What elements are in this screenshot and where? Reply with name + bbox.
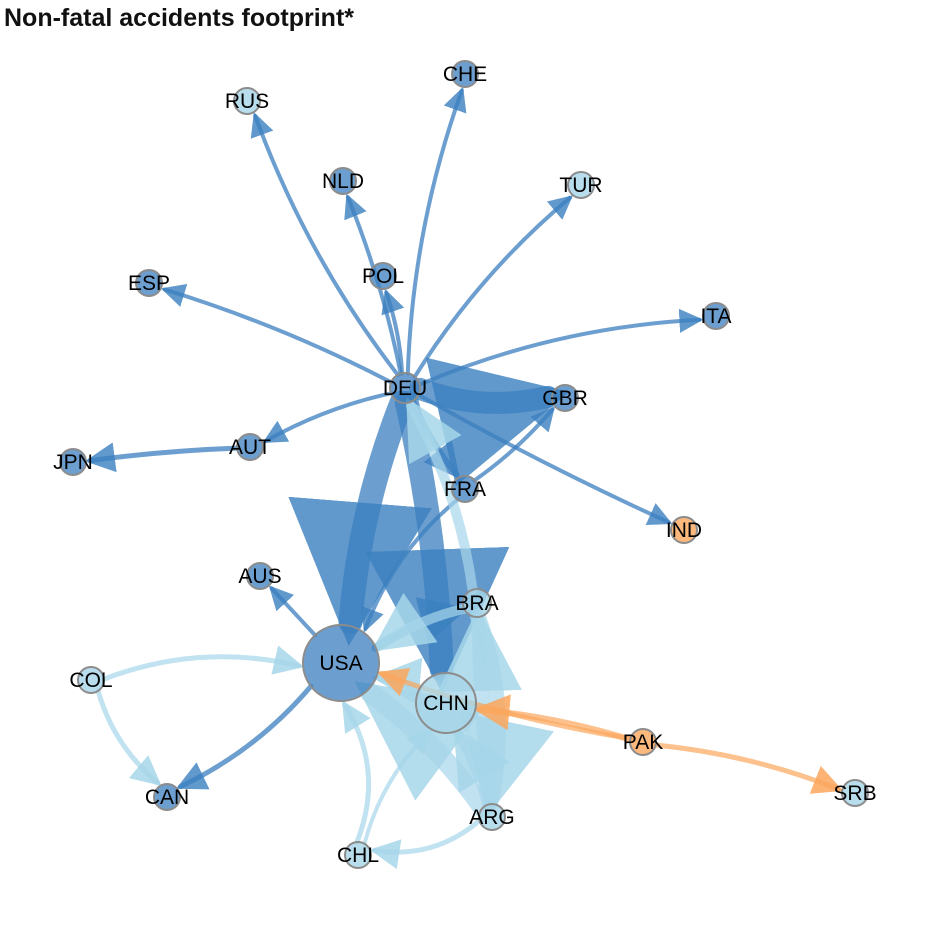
- node-aus[interactable]: AUS: [238, 562, 282, 590]
- node-circle-aut: [236, 433, 264, 461]
- node-jpn[interactable]: JPN: [53, 448, 93, 476]
- node-label-pak: PAK: [623, 731, 663, 754]
- node-label-fra: FRA: [444, 478, 486, 501]
- edge-pak-usa: [376, 668, 633, 742]
- node-label-gbr: GBR: [542, 387, 588, 410]
- node-label-srb: SRB: [833, 782, 876, 805]
- node-label-ita: ITA: [700, 305, 731, 328]
- node-circle-gbr: [551, 384, 579, 412]
- node-circle-aus: [246, 562, 274, 590]
- node-bra[interactable]: BRA: [455, 588, 499, 618]
- node-circle-pak: [629, 728, 657, 756]
- edge-fra-gbr: [472, 406, 555, 483]
- node-label-aus: AUS: [238, 565, 281, 588]
- node-pak[interactable]: PAK: [623, 728, 663, 756]
- node-circle-srb: [841, 779, 869, 807]
- node-label-tur: TUR: [559, 174, 602, 197]
- edge-aut-jpn: [84, 442, 240, 473]
- node-circle-che: [451, 60, 479, 88]
- node-label-ind: IND: [666, 519, 702, 542]
- edge-deu-esp: [160, 283, 394, 385]
- edge-pak-srb: [653, 742, 844, 794]
- node-chl[interactable]: CHL: [337, 841, 379, 869]
- node-circle-esp: [135, 269, 163, 297]
- node-chn[interactable]: CHN: [415, 672, 477, 734]
- node-circle-deu: [389, 372, 421, 404]
- edges-layer: [84, 86, 844, 870]
- node-circle-bra: [462, 588, 492, 618]
- edge-deu-usa: [288, 390, 432, 647]
- edge-deu-aut: [262, 391, 393, 443]
- node-esp[interactable]: ESP: [128, 269, 170, 297]
- edge-deu-rus: [250, 112, 400, 377]
- node-label-aut: AUT: [229, 436, 271, 459]
- node-col[interactable]: COL: [69, 666, 113, 694]
- node-label-rus: RUS: [225, 90, 269, 113]
- node-circle-ita: [702, 302, 730, 330]
- node-label-pol: POL: [362, 265, 404, 288]
- node-aut[interactable]: AUT: [229, 433, 271, 461]
- node-label-col: COL: [69, 669, 112, 692]
- node-circle-jpn: [59, 448, 87, 476]
- edge-deu-ita: [417, 308, 704, 387]
- node-label-can: CAN: [145, 786, 189, 809]
- node-circle-can: [153, 783, 181, 811]
- node-label-esp: ESP: [128, 272, 170, 295]
- edge-deu-tur: [412, 195, 573, 379]
- node-label-jpn: JPN: [53, 451, 93, 474]
- node-circle-pol: [369, 262, 397, 290]
- node-srb[interactable]: SRB: [833, 779, 877, 807]
- node-pol[interactable]: POL: [362, 262, 404, 290]
- edge-arg-chl: [369, 818, 482, 870]
- node-circle-chn: [415, 672, 477, 734]
- node-circle-chl: [344, 841, 372, 869]
- node-gbr[interactable]: GBR: [542, 384, 588, 412]
- node-circle-fra: [451, 475, 479, 503]
- node-ind[interactable]: IND: [666, 516, 702, 544]
- edge-chl-usa: [342, 700, 372, 845]
- node-circle-usa: [302, 624, 380, 702]
- node-label-nld: NLD: [322, 170, 364, 193]
- edge-deu-pol: [381, 288, 405, 376]
- node-label-deu: DEU: [383, 377, 427, 400]
- edge-col-usa: [101, 645, 304, 682]
- node-label-arg: ARG: [469, 806, 515, 829]
- node-label-chn: CHN: [423, 692, 469, 715]
- edge-usa-aus: [268, 585, 318, 638]
- node-circle-arg: [478, 803, 506, 831]
- node-deu[interactable]: DEU: [383, 372, 427, 404]
- node-circle-rus: [233, 87, 261, 115]
- node-label-che: CHE: [443, 63, 487, 86]
- edge-bra-deu: [406, 397, 478, 595]
- edge-arg-chn: [453, 725, 511, 810]
- node-circle-nld: [329, 167, 357, 195]
- node-circle-col: [77, 666, 105, 694]
- node-can[interactable]: CAN: [145, 783, 189, 811]
- edge-col-can: [95, 688, 162, 786]
- node-circle-tur: [567, 171, 595, 199]
- node-che[interactable]: CHE: [443, 60, 487, 88]
- node-circle-ind: [670, 516, 698, 544]
- nodes-layer: DEU USA CHN BRA ARG CHL COL CAN AUS FRA GBR IND PAK S…: [53, 60, 877, 869]
- chart-title: Non-fatal accidents footprint*: [4, 4, 355, 32]
- node-label-usa: USA: [319, 652, 362, 675]
- node-nld[interactable]: NLD: [322, 167, 364, 195]
- edge-usa-can: [175, 683, 314, 790]
- edge-deu-che: [405, 86, 467, 376]
- node-ita[interactable]: ITA: [700, 302, 732, 330]
- node-label-bra: BRA: [455, 592, 498, 615]
- node-tur[interactable]: TUR: [559, 171, 603, 199]
- edge-deu-gbr: [409, 357, 570, 487]
- node-usa[interactable]: USA: [302, 624, 380, 702]
- node-fra[interactable]: FRA: [444, 475, 486, 503]
- node-label-chl: CHL: [337, 844, 379, 867]
- node-rus[interactable]: RUS: [225, 87, 269, 115]
- edge-chl-chn: [362, 729, 432, 846]
- node-arg[interactable]: ARG: [469, 803, 515, 831]
